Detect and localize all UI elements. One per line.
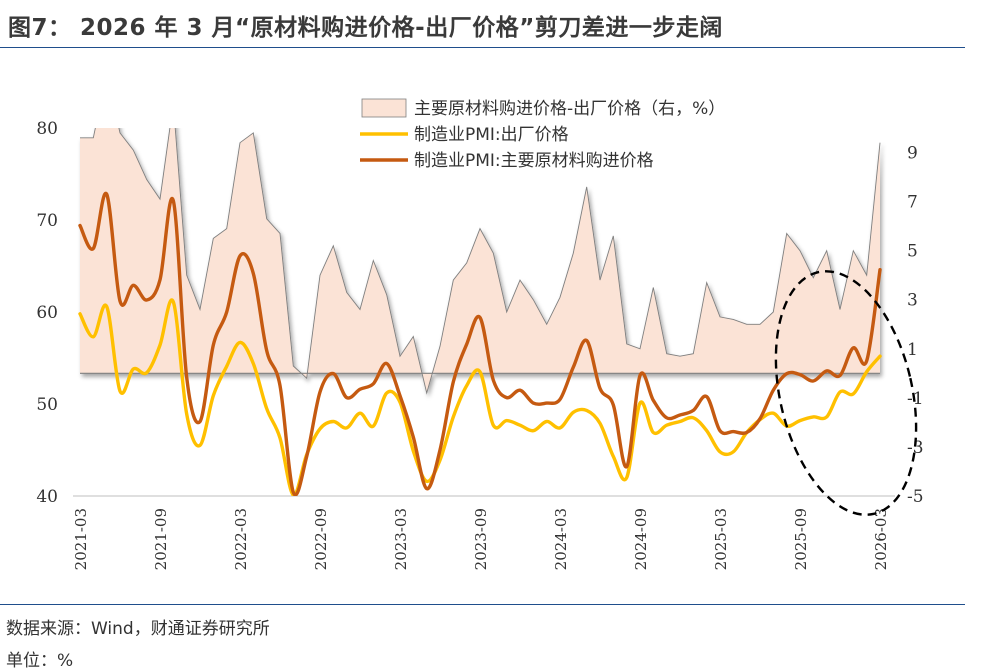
legend-label: 制造业PMI:出厂价格 xyxy=(414,125,569,145)
x-tick-label: 2023-03 xyxy=(392,508,410,570)
right-tick-label: 7 xyxy=(907,193,918,213)
x-tick-label: 2026-03 xyxy=(872,508,890,570)
right-tick-label: 3 xyxy=(907,291,918,311)
left-tick-label: 40 xyxy=(36,487,58,507)
input-price-line xyxy=(78,191,882,496)
right-tick-label: -3 xyxy=(907,438,924,458)
x-tick-label: 2025-03 xyxy=(712,508,730,570)
page-title: 图7： 2026 年 3 月“原材料购进价格-出厂价格”剪刀差进一步走阔 xyxy=(8,15,723,41)
x-tick-label: 2024-03 xyxy=(552,508,570,570)
source-note: 数据来源：Wind，财通证券研究所 xyxy=(6,619,270,639)
right-tick-label: -5 xyxy=(907,487,924,507)
right-tick-label: 1 xyxy=(907,340,918,360)
x-tick-label: 2022-03 xyxy=(232,508,250,570)
x-tick-label: 2021-03 xyxy=(72,508,90,570)
right-tick-label: 5 xyxy=(907,242,918,262)
title-rule xyxy=(0,47,965,48)
left-tick-label: 80 xyxy=(36,119,58,139)
left-tick-label: 60 xyxy=(36,303,58,323)
highlight-ellipse xyxy=(774,270,918,516)
spread-area xyxy=(80,128,880,393)
x-tick-label: 2023-09 xyxy=(472,508,490,570)
x-tick-label: 2024-09 xyxy=(632,508,650,570)
unit-note: 单位：% xyxy=(6,651,74,671)
legend-label: 制造业PMI:主要原材料购进价格 xyxy=(414,151,654,171)
x-tick-label: 2021-09 xyxy=(152,508,170,570)
x-tick-label: 2022-09 xyxy=(312,508,330,570)
x-tick-label: 2025-09 xyxy=(792,508,810,570)
legend-label: 主要原材料购进价格-出厂价格（右，%） xyxy=(414,99,725,119)
right-tick-label: 9 xyxy=(907,144,918,164)
source-rule xyxy=(0,604,965,605)
legend-swatch-area xyxy=(361,98,407,118)
left-tick-label: 50 xyxy=(36,395,58,415)
left-tick-label: 70 xyxy=(36,211,58,231)
spread-outline xyxy=(80,128,881,395)
